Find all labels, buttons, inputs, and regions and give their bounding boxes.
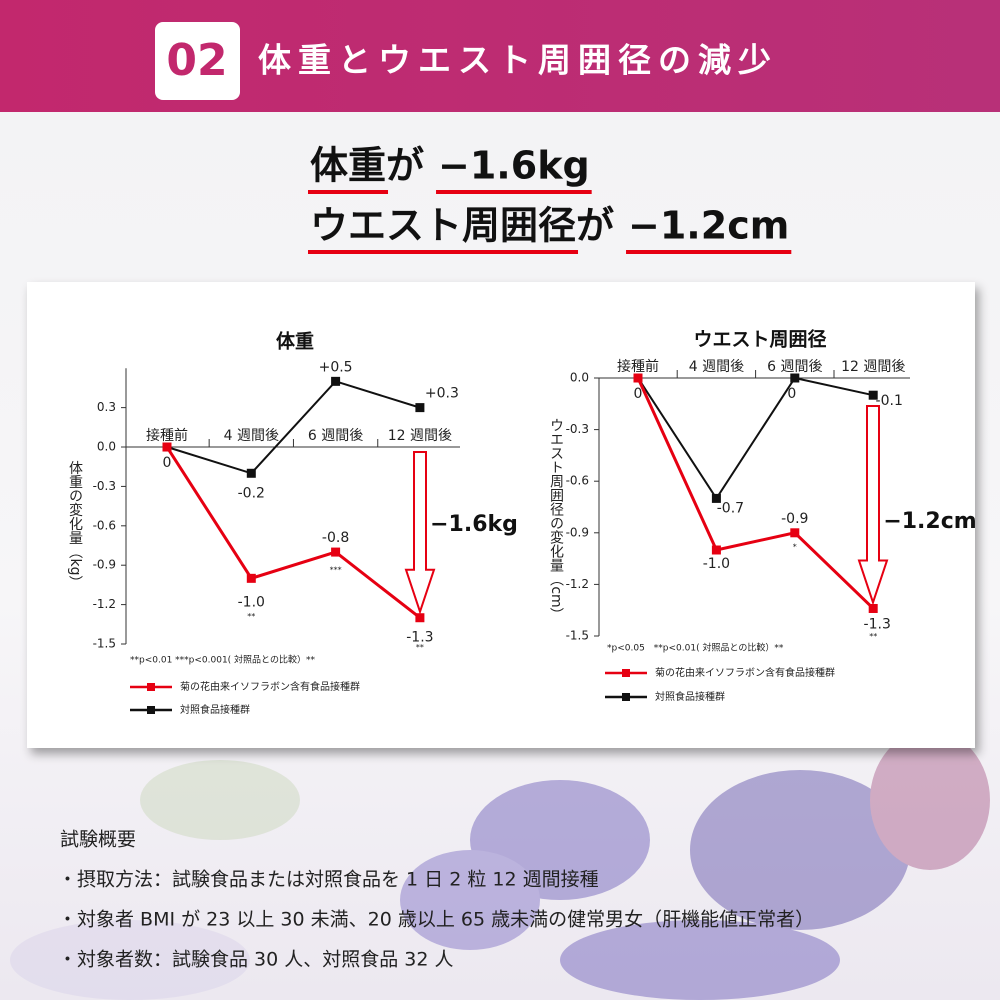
significance-mark: *** [330, 566, 342, 575]
data-point [790, 528, 800, 538]
data-label: -0.1 [876, 393, 903, 409]
data-label: -1.0 [703, 556, 730, 572]
legend-marker [147, 706, 155, 714]
flower-decoration [10, 730, 990, 1000]
y-tick-label: -1.5 [566, 629, 589, 643]
series-line [165, 446, 421, 619]
legend-label: 対照食品接種群 [655, 690, 725, 703]
data-label: 0 [787, 386, 796, 402]
y-axis-label: ウエスト周囲径の変化量（cm） [548, 418, 564, 621]
significance-mark: ** [416, 643, 424, 652]
y-tick-label: -0.9 [566, 525, 589, 539]
footnote: **p<0.01 ***p<0.001( 対照品との比較）** [130, 654, 315, 666]
annotation-arrow [404, 451, 436, 615]
headline-particle: が [576, 204, 614, 248]
y-tick-label: -0.6 [93, 518, 116, 532]
data-label: -0.7 [717, 500, 744, 516]
data-label: -1.0 [238, 594, 265, 610]
data-label: -0.9 [781, 511, 808, 527]
y-tick-label: 0.3 [97, 400, 116, 414]
headline-underline [308, 250, 579, 254]
x-tick-label: 接種前 [146, 427, 188, 444]
headline-underline [626, 250, 792, 254]
legend-marker [622, 669, 630, 677]
legend-marker [622, 693, 630, 701]
data-label: 0 [634, 386, 643, 402]
headline-underline [308, 190, 389, 194]
legend-marker [147, 683, 155, 691]
section-number: 02 [166, 35, 227, 86]
headline-value: −1.6kg [438, 144, 590, 188]
chart-title: 体重 [276, 330, 314, 353]
x-tick-label: 12 週間後 [841, 359, 905, 375]
significance-mark: ** [247, 612, 255, 621]
data-label: +0.3 [425, 386, 459, 402]
y-axis-label: 体重の変化量（kg） [67, 461, 83, 590]
data-label: -1.3 [864, 616, 891, 632]
annotation: −1.2cm [883, 509, 976, 534]
series-line [636, 377, 875, 610]
data-label: 0 [163, 455, 172, 471]
summary-title: 試験概要 [60, 829, 136, 851]
y-tick-label: 0.0 [570, 371, 589, 385]
x-tick-label: 4 週間後 [224, 428, 279, 444]
data-point [331, 547, 341, 557]
y-tick-label: -0.6 [566, 474, 589, 488]
data-point [790, 373, 800, 383]
series-line [637, 376, 874, 501]
chart-panel [27, 282, 975, 748]
data-point [868, 603, 878, 613]
data-label: +0.5 [319, 359, 353, 375]
legend-label: 対照食品接種群 [180, 703, 250, 716]
data-point [246, 468, 256, 478]
y-tick-label: -0.3 [566, 422, 589, 436]
summary-item: ・対象者 BMI が 23 以上 30 未満、20 歳以上 65 歳未満の健常男… [58, 909, 814, 931]
annotation-arrow [857, 405, 889, 606]
data-point [711, 493, 721, 503]
data-point [711, 545, 721, 555]
headline-subject: 体重 [310, 144, 386, 188]
number-box [155, 22, 240, 100]
data-label: -1.3 [406, 630, 433, 646]
y-tick-label: 0.0 [97, 440, 116, 454]
data-point [162, 442, 172, 452]
x-tick-label: 12 週間後 [388, 428, 452, 444]
chart-title: ウエスト周囲径 [693, 329, 826, 351]
legend-label: 菊の花由来イソフラボン含有食品接種群 [655, 666, 835, 679]
headline-particle: が [386, 144, 424, 188]
y-tick-label: -1.2 [93, 597, 116, 611]
y-tick-label: -0.9 [93, 558, 116, 572]
data-label: -0.2 [238, 485, 265, 501]
data-point [331, 376, 341, 386]
x-tick-label: 6 週間後 [308, 428, 363, 444]
y-tick-label: -0.3 [93, 479, 116, 493]
data-point [868, 390, 878, 400]
data-point [415, 613, 425, 623]
annotation: −1.6kg [430, 512, 518, 537]
data-point [415, 403, 425, 413]
x-tick-label: 接種前 [617, 358, 659, 375]
series-line [166, 380, 421, 475]
headline-subject: ウエスト周囲径 [310, 204, 576, 248]
summary-item: ・対象者数：試験食品 30 人、対照食品 32 人 [58, 949, 454, 971]
significance-mark: * [793, 542, 797, 551]
y-tick-label: -1.5 [93, 637, 116, 651]
summary-item: ・摂取方法：試験食品または対照食品を 1 日 2 粒 12 週間接種 [58, 869, 599, 891]
x-tick-label: 6 週間後 [767, 359, 822, 375]
data-point [246, 573, 256, 583]
section-title: 体重とウエスト周囲径の減少 [258, 41, 778, 80]
footnote: *p<0.05 **p<0.01( 対照品との比較）** [607, 642, 784, 654]
legend-label: 菊の花由来イソフラボン含有食品接種群 [180, 680, 360, 693]
data-label: -0.8 [322, 530, 349, 546]
significance-mark: ** [869, 632, 877, 641]
y-tick-label: -1.2 [566, 577, 589, 591]
headline-underline [436, 190, 592, 194]
headline-value: −1.2cm [628, 204, 789, 248]
data-point [633, 373, 643, 383]
x-tick-label: 4 週間後 [689, 359, 744, 375]
